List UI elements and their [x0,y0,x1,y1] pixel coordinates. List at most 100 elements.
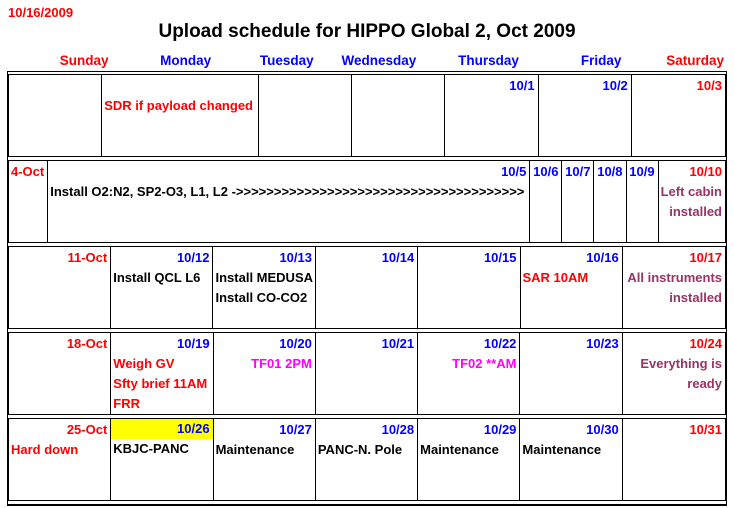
cell-date: 10/19 [177,336,210,351]
day-cell: 10/12 Install QCL L6 [111,247,214,328]
cell-date: 10/3 [696,78,722,93]
day-header-wednesday: Wednesday [341,53,417,68]
day-cell: 10/8 [594,161,627,242]
cell-date-highlighted: 10/26 [111,419,213,439]
cell-date: 10/17 [689,250,722,265]
day-cell: 25-Oct Hard down [9,419,112,500]
day-cell: 10/28 PANC-N. Pole [316,419,419,500]
cell-date: 10/7 [565,164,591,179]
cell-date: 10/16 [586,250,619,265]
page-title: Upload schedule for HIPPO Global 2, Oct … [158,21,576,42]
cell-note: Install CO-CO2 [215,290,308,305]
cell-date: 10/31 [689,422,722,437]
cell-date: 11-Oct [67,250,108,265]
cell-note: SAR 10AM [522,270,589,285]
week-row-2: 4-Oct 10/5 Install O2:N2, SP2-O3, L1, L2 -… [8,160,726,243]
cell-note: All instruments [627,270,722,285]
cell-note: Hard down [11,442,79,457]
day-header-sunday: Sunday [59,53,109,68]
day-cell: 10/7 [562,161,595,242]
day-cell: 10/14 [316,247,419,328]
cell-date: 10/13 [279,250,312,265]
cell-date: 10/14 [381,250,415,265]
day-cell: 10/24 Everything is ready [623,333,725,414]
cell-note: Maintenance [522,442,602,457]
cell-date [104,76,256,96]
cell-date: 10/20 [279,336,312,351]
day-cell: 10/31 [623,419,725,500]
cell-date: 10/27 [279,422,312,437]
day-cell: 10/19 Weigh GV Sfty brief 11AM FRR [111,333,214,414]
day-cell: 10/6 [530,161,563,242]
week-row-4: 18-Oct 10/19 Weigh GV Sfty brief 11AM FRR 10/… [8,332,726,415]
cell-date: 10/15 [483,250,517,265]
day-cell: 10/9 [627,161,659,242]
cell-date: 10/29 [483,422,517,437]
day-cell: 10/13 Install MEDUSA Install CO-CO2 [213,247,316,328]
day-header-thursday: Thursday [458,53,519,68]
day-cell: 10/16 SAR 10AM [521,247,623,328]
day-cell: 10/2 [539,75,632,156]
cell-date: 18-Oct [66,336,108,351]
week-row-5: 25-Oct Hard down 10/26 KBJC-PANC 10/27 Mainte… [8,418,726,501]
cell-date: 25-Oct [66,422,108,437]
day-header-tuesday: Tuesday [259,53,314,68]
day-cell: 10/30 Maintenance [520,419,623,500]
cell-date: 10/5 [501,164,527,179]
day-cell [352,75,446,156]
week-row-3: 11-Oct 10/12 Install QCL L6 10/13 Install ME… [8,246,726,329]
day-header-monday: Monday [160,53,212,68]
cell-note: ready [687,376,722,391]
day-cell: 10/3 [632,75,725,156]
cell-date: 10/30 [586,422,619,437]
cell-date: 4-Oct [11,164,45,179]
print-date: 10/16/2009 [8,5,74,20]
cell-date [261,76,349,96]
day-cell: SDR if payload changed [102,75,259,156]
day-cell: 10/21 [316,333,419,414]
day-cell: 10/26 KBJC-PANC [111,419,214,500]
cell-note: TF01 2PM [251,356,312,371]
day-header-saturday: Saturday [666,53,724,68]
cell-note: KBJC-PANC [113,441,189,456]
day-header-friday: Friday [580,53,622,68]
cell-note: Maintenance [420,442,499,457]
day-cell [259,75,353,156]
cell-date: 10/9 [629,164,655,179]
cell-date: 10/22 [483,336,517,351]
day-cell: 10/10 Left cabin installed [659,161,725,242]
cell-note: Install O2:N2, SP2-O3, L1, L2 ->>>>>>>>>… [50,182,528,202]
cell-date [354,76,442,96]
cell-date: 10/21 [381,336,415,351]
cell-note: Maintenance [215,442,295,457]
day-cell: 18-Oct [9,333,112,414]
cell-note: Sfty brief 11AM [113,376,208,391]
cell-note: TF02 **AM [452,356,517,371]
day-cell: 10/20 TF01 2PM [214,333,316,414]
cell-note: FRR [113,396,140,411]
day-cell: 11-Oct [9,247,112,328]
cell-date: 10/23 [586,336,619,351]
day-cell: 10/15 [418,247,521,328]
cell-note: Everything is [640,356,722,371]
cell-date: 10/2 [602,78,628,93]
calendar-grid: SDR if payload changed 10/1 10/2 10/3 4-Oct 1… [7,71,727,506]
cell-date: 10/24 [689,336,722,351]
cell-date: 10/28 [381,422,415,437]
cell-date: 10/1 [509,78,535,93]
cell-note: PANC-N. Pole [317,442,403,457]
cell-note: installed [669,290,722,305]
cell-note: Install QCL L6 [113,270,201,285]
day-cell: 4-Oct [9,161,49,242]
day-cell: 10/1 [445,75,539,156]
day-cell: 10/23 [520,333,623,414]
day-cell: 10/5 Install O2:N2, SP2-O3, L1, L2 ->>>>>… [48,161,531,242]
cell-date [11,76,99,96]
day-header-row: Sunday Monday Tuesday Wednesday Thursday Frid… [7,52,725,70]
cell-note: Left cabin [660,184,722,199]
cell-note: Weigh GV [113,356,175,371]
cell-date: 10/8 [597,164,623,179]
day-cell [9,75,103,156]
cell-date: 10/12 [176,250,210,265]
day-cell: 10/22 TF02 **AM [418,333,521,414]
